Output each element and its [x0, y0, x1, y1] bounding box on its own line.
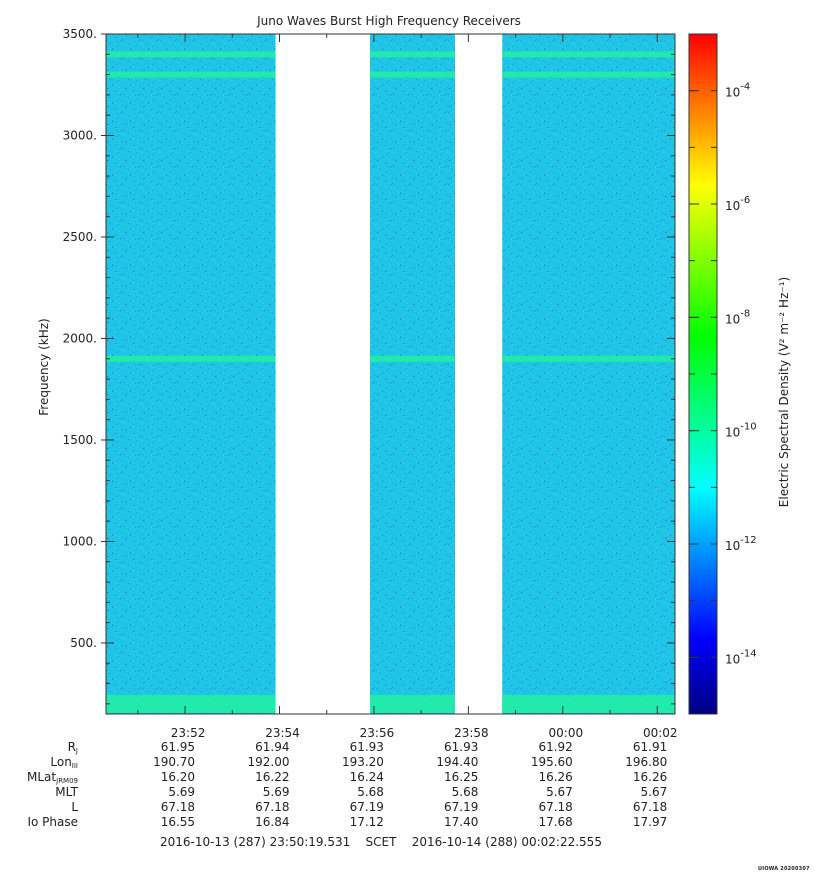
ephem-value: 16.84 — [255, 815, 290, 829]
colorbar-tick-label: 10-4 — [725, 82, 750, 100]
ephem-value: 5.69 — [168, 785, 196, 799]
ephem-value: 5.67 — [640, 785, 668, 799]
ephem-value: 16.24 — [349, 770, 384, 784]
ephem-value: 67.18 — [255, 800, 290, 814]
ephem-label-io-phase: Io Phase — [27, 815, 78, 829]
band-1900-seg-1 — [370, 355, 455, 362]
band-3300-seg-2 — [502, 71, 675, 78]
ephem-value: 61.91 — [632, 740, 668, 754]
y-tick-label: 1500. — [63, 433, 97, 447]
y-tick-label: 2000. — [63, 331, 97, 345]
colorbar-tick-label: 10-14 — [725, 648, 757, 666]
colorbar-tick-label: 10-12 — [725, 535, 757, 553]
band-1900-seg-0 — [105, 355, 276, 362]
y-tick-label: 500. — [70, 636, 97, 650]
footer-scet: SCET — [365, 835, 397, 849]
ephem-value: 195.60 — [530, 755, 573, 769]
ephem-label-lon: LonIII — [50, 755, 78, 770]
y-tick-label: 3500. — [63, 27, 97, 41]
band-3400-seg-2 — [502, 51, 675, 58]
colorbar-tick-label: 10-6 — [725, 195, 750, 213]
ephem-value: 5.67 — [546, 785, 573, 799]
ephem-value: 16.22 — [255, 770, 290, 784]
ephem-value: 61.92 — [538, 740, 573, 754]
ephem-value: 16.55 — [160, 815, 196, 829]
data-segment-1 — [370, 34, 455, 714]
ephem-value: 67.18 — [632, 800, 668, 814]
colorbar-label: Electric Spectral Density (V² m⁻² Hz⁻¹) — [777, 277, 791, 507]
x-tick-label: 00:02 — [643, 726, 678, 740]
ephem-value: 192.00 — [247, 755, 290, 769]
ephem-label-l: L — [71, 800, 78, 814]
footer-start: 2016-10-13 (287) 23:50:19.531 — [160, 835, 351, 849]
data-segment-0 — [105, 34, 276, 714]
ephem-value: 61.93 — [349, 740, 384, 754]
y-axis-label: Frequency (kHz) — [37, 318, 51, 415]
band-1900-seg-2 — [502, 355, 675, 362]
ephem-value: 67.19 — [444, 800, 479, 814]
ephem-label-mlat: MLatJRM09 — [27, 770, 78, 785]
ephem-value: 5.69 — [262, 785, 290, 799]
y-axis: 3500. 3000. 2500. 2000. 1500. 1000. 500. — [63, 27, 675, 705]
bright-bands — [105, 51, 675, 713]
ephem-value: 61.93 — [444, 740, 479, 754]
chart-title: Juno Waves Burst High Frequency Receiver… — [256, 14, 521, 28]
ephem-value: 194.40 — [436, 755, 479, 769]
ephem-value: 193.20 — [341, 755, 384, 769]
ephem-value: 17.68 — [538, 815, 573, 829]
ephem-value: 16.26 — [538, 770, 573, 784]
ephem-value: 61.94 — [255, 740, 290, 754]
time-range-footer: 2016-10-13 (287) 23:50:19.531 SCET 2016-… — [160, 835, 602, 849]
band-200-seg-2 — [502, 694, 675, 713]
spectrogram-segments — [105, 34, 675, 714]
band-200-seg-1 — [370, 694, 455, 713]
band-3400-seg-1 — [370, 51, 455, 58]
ephem-value: 17.40 — [444, 815, 479, 829]
ephem-value: 190.70 — [153, 755, 196, 769]
x-axis: 23:52 23:54 23:56 23:58 00:00 00:02 — [137, 34, 678, 740]
ephem-label-r: RJ — [67, 740, 78, 755]
spectrogram-chart: Juno Waves Burst High Frequency Receiver… — [37, 14, 791, 740]
x-tick-label: 23:52 — [171, 726, 206, 740]
ephem-label-mlt: MLT — [55, 785, 78, 799]
uiowa-stamp: UIOWA 20200307 — [758, 866, 810, 872]
footer-end: 2016-10-14 (288) 00:02:22.555 — [411, 835, 602, 849]
colorbar-tick-label: 10-8 — [725, 308, 750, 326]
ephem-value: 67.18 — [160, 800, 196, 814]
plot-frame — [105, 33, 676, 715]
ephem-value: 17.12 — [349, 815, 384, 829]
x-tick-label: 00:00 — [549, 726, 584, 740]
band-3300-seg-1 — [370, 71, 455, 78]
band-3300-seg-0 — [105, 71, 276, 78]
x-tick-label: 23:54 — [265, 726, 300, 740]
data-segment-2 — [502, 34, 675, 714]
y-tick-label: 2500. — [63, 230, 97, 244]
y-tick-label: 3000. — [63, 128, 97, 142]
ephem-value: 61.95 — [160, 740, 196, 754]
x-tick-label: 23:58 — [454, 726, 489, 740]
y-tick-label: 1000. — [63, 534, 97, 548]
colorbar-tick-label: 10-10 — [725, 422, 757, 440]
band-200-seg-0 — [105, 694, 276, 713]
ephem-value: 67.18 — [538, 800, 573, 814]
ephem-value: 16.20 — [160, 770, 196, 784]
band-3400-seg-0 — [105, 51, 276, 58]
ephem-value: 16.26 — [632, 770, 668, 784]
ephem-value: 16.25 — [444, 770, 479, 784]
ephem-value: 196.80 — [625, 755, 668, 769]
ephem-value: 17.97 — [632, 815, 668, 829]
ephem-value: 5.68 — [357, 785, 384, 799]
x-tick-label: 23:56 — [360, 726, 395, 740]
ephem-value: 5.68 — [451, 785, 479, 799]
ephem-value: 67.19 — [349, 800, 384, 814]
